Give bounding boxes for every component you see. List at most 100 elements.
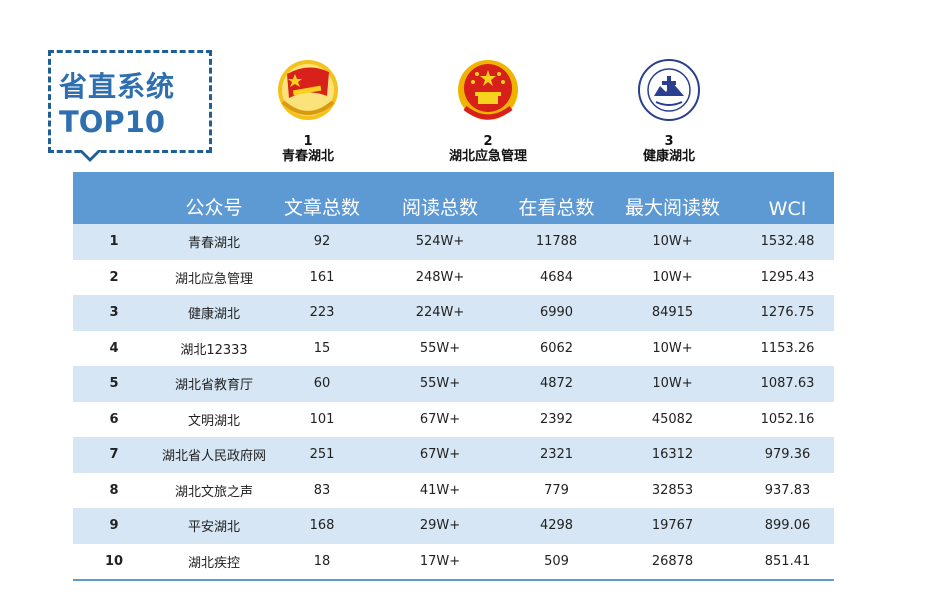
cell-articles: 223: [309, 305, 335, 321]
cell-rank: 5: [109, 376, 119, 392]
cell-reads: 17W+: [419, 553, 461, 569]
cell-account: 湖北省人民政府网: [161, 449, 266, 465]
cell-wci: 899.06: [764, 518, 811, 534]
cell-account: 健康湖北: [187, 307, 240, 323]
table-row: 8 湖北文旅之声 83 41W+ 779 32853 937.83: [73, 472, 834, 508]
badge-subtitle: TOP10: [59, 105, 166, 139]
header-likes: 在看总数: [518, 197, 595, 219]
podium-name: 青春湖北: [281, 149, 334, 164]
badge-title: 省直系统: [59, 70, 176, 103]
cell-wci: 937.83: [764, 482, 811, 498]
cell-reads: 41W+: [419, 482, 461, 498]
cell-likes: 4872: [539, 376, 574, 392]
cell-articles: 60: [313, 376, 331, 392]
podium-name: 健康湖北: [642, 149, 695, 164]
podium-rank: 3: [664, 134, 674, 149]
category-badge: 省直系统 TOP10: [48, 50, 212, 153]
cell-likes: 4684: [539, 269, 574, 285]
cell-max-reads: 10W+: [652, 234, 693, 250]
cell-wci: 1052.16: [760, 411, 815, 427]
cell-rank: 10: [104, 553, 124, 569]
cell-rank: 3: [109, 305, 119, 321]
header-articles: 文章总数: [283, 197, 360, 219]
cell-max-reads: 45082: [651, 411, 694, 427]
cell-rank: 4: [109, 340, 119, 356]
cell-likes: 11788: [535, 234, 578, 250]
podium-item-1: 1 青春湖北: [233, 52, 383, 165]
cell-reads: 67W+: [419, 411, 461, 427]
cell-max-reads: 32853: [651, 482, 694, 498]
cell-wci: 1153.26: [760, 340, 815, 356]
cell-account: 湖北疾控: [187, 555, 240, 571]
cell-wci: 1532.48: [760, 234, 815, 250]
cell-rank: 2: [109, 269, 119, 285]
cell-articles: 15: [313, 340, 331, 356]
table-row: 5 湖北省教育厅 60 55W+ 4872 10W+ 1087.63: [73, 366, 834, 402]
table-row: 4 湖北12333 15 55W+ 6062 10W+ 1153.26: [73, 330, 834, 366]
cell-likes: 779: [544, 482, 569, 498]
podium-rank: 2: [483, 134, 493, 149]
cell-reads: 55W+: [419, 376, 461, 392]
cell-articles: 83: [313, 482, 331, 498]
table-row: 2 湖北应急管理 161 248W+ 4684 10W+ 1295.43: [73, 259, 834, 295]
cell-max-reads: 84915: [651, 305, 694, 321]
cell-account: 平安湖北: [187, 520, 240, 536]
national-emblem-icon: [458, 60, 518, 120]
cell-account: 青春湖北: [187, 236, 240, 252]
table-row: 3 健康湖北 223 224W+ 6990 84915 1276.75: [73, 295, 834, 331]
header-max-reads: 最大阅读数: [624, 197, 720, 219]
cell-account: 湖北省教育厅: [174, 378, 253, 394]
table-header: 公众号 文章总数 阅读总数 在看总数 最大阅读数 WCI: [73, 172, 834, 224]
podium-name: 湖北应急管理: [448, 149, 527, 164]
cell-articles: 251: [309, 447, 335, 463]
cell-articles: 101: [309, 411, 335, 427]
cell-reads: 224W+: [415, 305, 465, 321]
cell-max-reads: 26878: [651, 553, 694, 569]
header-rank: [73, 220, 155, 224]
table-row: 10 湖北疾控 18 17W+ 509 26878 851.41: [73, 543, 834, 579]
table-row: 7 湖北省人民政府网 251 67W+ 2321 16312 979.36: [73, 437, 834, 473]
cell-wci: 1276.75: [760, 305, 815, 321]
cell-account: 湖北应急管理: [174, 271, 253, 287]
cell-reads: 29W+: [419, 518, 461, 534]
podium-rank: 1: [303, 134, 313, 149]
cell-articles: 92: [313, 234, 331, 250]
cell-reads: 248W+: [415, 269, 465, 285]
cell-reads: 67W+: [419, 447, 461, 463]
health-commission-logo-icon: [638, 59, 700, 121]
cell-likes: 2392: [539, 411, 574, 427]
cell-likes: 2321: [539, 447, 574, 463]
table-bottom-rule: [73, 579, 834, 581]
cell-likes: 4298: [539, 518, 574, 534]
table-row: 9 平安湖北 168 29W+ 4298 19767 899.06: [73, 508, 834, 544]
cell-rank: 8: [109, 482, 119, 498]
podium-item-3: 3 健康湖北: [594, 52, 744, 165]
table-row: 1 青春湖北 92 524W+ 11788 10W+ 1532.48: [73, 224, 834, 260]
cell-likes: 6990: [539, 305, 574, 321]
cell-account: 湖北文旅之声: [174, 484, 253, 500]
cell-articles: 168: [309, 518, 335, 534]
cell-max-reads: 19767: [651, 518, 694, 534]
header-wci: WCI: [768, 198, 807, 220]
podium-item-2: 2 湖北应急管理: [413, 52, 563, 165]
cell-max-reads: 10W+: [652, 340, 693, 356]
table-row: 6 文明湖北 101 67W+ 2392 45082 1052.16: [73, 401, 834, 437]
ranking-table: 公众号 文章总数 阅读总数 在看总数 最大阅读数 WCI 1 青春湖北 92 524W…: [73, 172, 834, 581]
cell-likes: 6062: [539, 340, 574, 356]
cell-wci: 1295.43: [760, 269, 815, 285]
table-body: 1 青春湖北 92 524W+ 11788 10W+ 1532.48 2 湖北应急管理 161 24…: [73, 224, 834, 579]
cell-rank: 1: [109, 234, 119, 250]
cell-reads: 55W+: [419, 340, 461, 356]
cell-max-reads: 10W+: [652, 269, 693, 285]
header-reads: 阅读总数: [401, 197, 478, 219]
cell-wci: 851.41: [764, 553, 811, 569]
cell-account: 文明湖北: [187, 413, 240, 429]
cell-wci: 979.36: [764, 447, 811, 463]
cell-articles: 161: [309, 269, 335, 285]
cell-max-reads: 10W+: [652, 376, 693, 392]
cell-rank: 7: [109, 447, 119, 463]
cell-articles: 18: [313, 553, 331, 569]
youth-league-emblem-icon: [278, 60, 338, 120]
cell-reads: 524W+: [415, 234, 465, 250]
cell-max-reads: 16312: [651, 447, 694, 463]
